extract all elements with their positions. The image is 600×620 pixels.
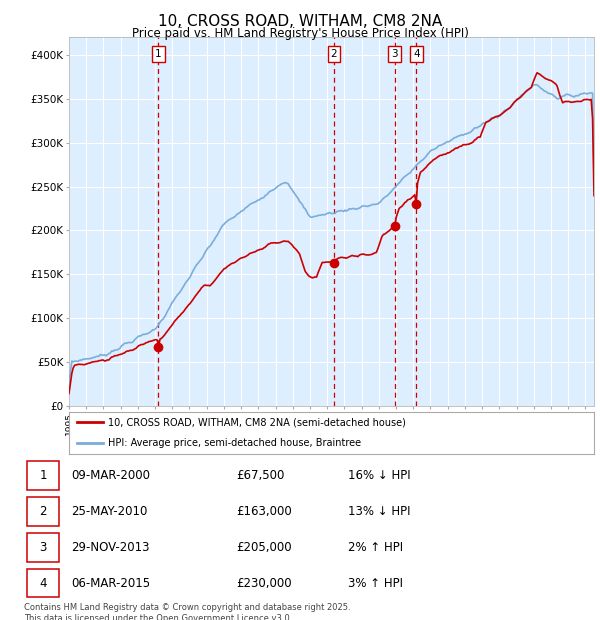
Text: 4: 4 — [413, 49, 419, 59]
FancyBboxPatch shape — [27, 497, 59, 526]
FancyBboxPatch shape — [27, 461, 59, 490]
Text: 1: 1 — [155, 49, 161, 59]
Text: Price paid vs. HM Land Registry's House Price Index (HPI): Price paid vs. HM Land Registry's House … — [131, 27, 469, 40]
Text: 25-MAY-2010: 25-MAY-2010 — [71, 505, 148, 518]
Text: 16% ↓ HPI: 16% ↓ HPI — [347, 469, 410, 482]
Text: 10, CROSS ROAD, WITHAM, CM8 2NA: 10, CROSS ROAD, WITHAM, CM8 2NA — [158, 14, 442, 29]
Text: £67,500: £67,500 — [236, 469, 284, 482]
Text: 3: 3 — [39, 541, 47, 554]
Text: £163,000: £163,000 — [236, 505, 292, 518]
Text: £205,000: £205,000 — [236, 541, 292, 554]
Text: 1: 1 — [39, 469, 47, 482]
FancyBboxPatch shape — [27, 569, 59, 598]
Text: 3: 3 — [391, 49, 398, 59]
Text: 2: 2 — [331, 49, 337, 59]
Text: 3% ↑ HPI: 3% ↑ HPI — [347, 577, 403, 590]
Text: 4: 4 — [39, 577, 47, 590]
Text: Contains HM Land Registry data © Crown copyright and database right 2025.
This d: Contains HM Land Registry data © Crown c… — [24, 603, 350, 620]
Text: 10, CROSS ROAD, WITHAM, CM8 2NA (semi-detached house): 10, CROSS ROAD, WITHAM, CM8 2NA (semi-de… — [109, 417, 406, 427]
Text: £230,000: £230,000 — [236, 577, 292, 590]
FancyBboxPatch shape — [27, 533, 59, 562]
Text: 06-MAR-2015: 06-MAR-2015 — [71, 577, 151, 590]
Text: 09-MAR-2000: 09-MAR-2000 — [71, 469, 151, 482]
Text: 29-NOV-2013: 29-NOV-2013 — [71, 541, 150, 554]
Text: 2% ↑ HPI: 2% ↑ HPI — [347, 541, 403, 554]
Text: HPI: Average price, semi-detached house, Braintree: HPI: Average price, semi-detached house,… — [109, 438, 361, 448]
Text: 2: 2 — [39, 505, 47, 518]
Text: 13% ↓ HPI: 13% ↓ HPI — [347, 505, 410, 518]
